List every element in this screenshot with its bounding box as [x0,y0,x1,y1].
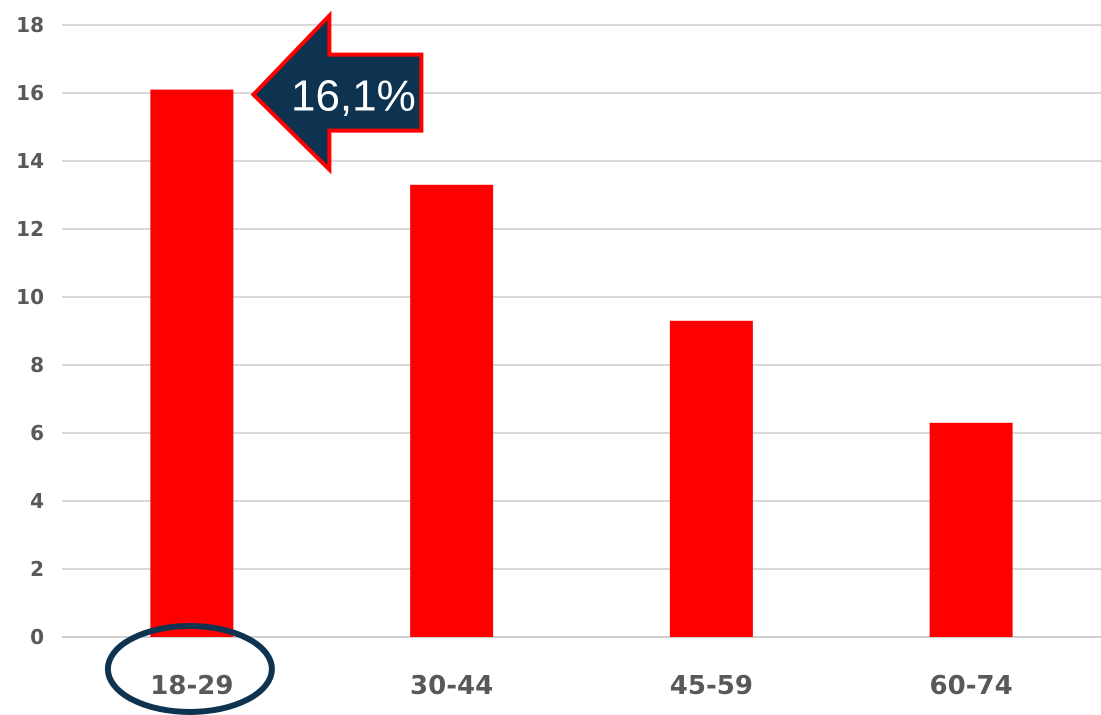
y-tick-label: 4 [30,489,44,513]
bars [150,90,1012,637]
x-tick-label: 60-74 [930,671,1013,701]
bar-18-29 [150,90,233,637]
y-tick-label: 16 [16,81,44,105]
y-tick-label: 2 [30,557,44,581]
callout-value-label: 16,1% [291,72,416,121]
y-tick-label: 8 [30,353,44,377]
bar-45-59 [670,321,753,637]
bar-30-44 [410,185,493,637]
x-tick-label: 18-29 [150,671,233,701]
y-tick-label: 6 [30,421,44,445]
x-axis-ticks: 18-29 30-44 45-59 60-74 [150,671,1012,701]
y-axis-ticks: 0 2 4 6 8 10 12 14 16 18 [16,13,44,649]
y-tick-label: 14 [16,149,44,173]
y-tick-label: 12 [16,217,44,241]
y-tick-label: 0 [30,625,44,649]
x-tick-label: 30-44 [410,671,493,701]
y-tick-label: 10 [16,285,44,309]
bar-60-74 [930,423,1013,637]
y-tick-label: 18 [16,13,44,37]
x-tick-label: 45-59 [670,671,753,701]
